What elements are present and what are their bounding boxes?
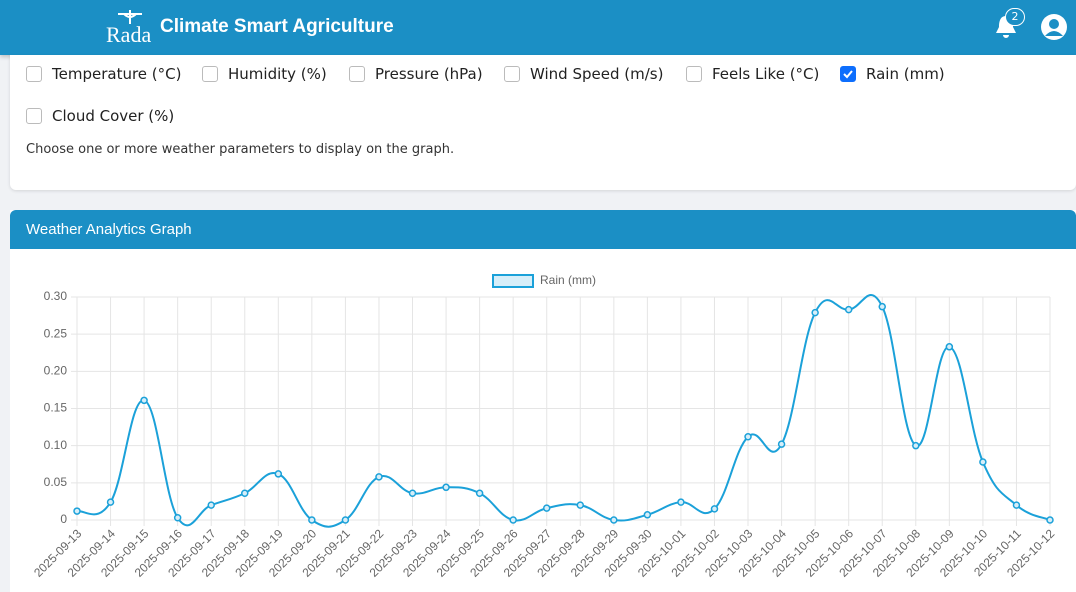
filter-card: Choose one or more weather parameters to… <box>10 55 1076 190</box>
y-tick-label: 0.15 <box>44 401 68 415</box>
data-point <box>375 473 383 481</box>
y-tick-label: 0.25 <box>44 326 68 340</box>
y-tick-label: 0.30 <box>44 289 68 303</box>
checkbox-label: Humidity (%) <box>228 65 327 83</box>
checkbox-option[interactable]: Humidity (%) <box>202 65 327 83</box>
checkbox-option[interactable]: Feels Like (°C) <box>686 65 819 83</box>
panel-title: Weather Analytics Graph <box>10 210 1076 249</box>
data-point <box>576 501 585 509</box>
chart: 00.050.100.150.200.250.302025-09-132025-… <box>31 273 1058 580</box>
checkbox[interactable] <box>504 66 520 82</box>
data-point <box>979 458 987 466</box>
legend-label: Rain (mm) <box>540 273 596 287</box>
checkbox[interactable] <box>686 66 702 82</box>
checkbox-option[interactable]: Cloud Cover (%) <box>26 107 174 125</box>
data-point <box>912 441 920 450</box>
notification-badge: 2 <box>1005 8 1025 26</box>
data-point <box>777 440 786 448</box>
data-point <box>308 516 316 524</box>
checkbox-label: Wind Speed (m/s) <box>530 65 664 83</box>
checkbox-label: Cloud Cover (%) <box>52 107 175 125</box>
data-point <box>1012 501 1021 509</box>
user-icon[interactable] <box>1040 13 1068 41</box>
app-title: Climate Smart Agriculture <box>160 16 394 37</box>
data-point <box>442 483 450 492</box>
data-point <box>173 514 182 522</box>
data-point <box>509 516 517 524</box>
data-point <box>475 489 484 497</box>
graph-panel: Weather Analytics Graph <box>10 210 1076 592</box>
data-point <box>610 516 618 524</box>
header: Rada Climate Smart Agriculture 2 <box>0 0 1076 55</box>
data-point <box>945 343 954 351</box>
checkbox[interactable] <box>840 66 856 82</box>
checkbox[interactable] <box>26 108 42 124</box>
checkbox-label: Rain (mm) <box>866 65 945 83</box>
checkbox-label: Feels Like (°C) <box>712 65 820 83</box>
data-point <box>207 501 215 509</box>
legend-swatch <box>492 274 534 288</box>
hint-text: Choose one or more weather parameters to… <box>26 142 455 157</box>
check-mark <box>843 70 853 79</box>
data-point <box>677 498 685 506</box>
data-point <box>408 489 417 497</box>
data-point <box>106 498 115 506</box>
data-point <box>811 308 819 317</box>
y-tick-label: 0.10 <box>44 438 68 452</box>
checkbox-option[interactable]: Temperature (°C) <box>26 65 181 83</box>
checkbox-label: Temperature (°C) <box>52 65 182 83</box>
checkbox-label: Pressure (hPa) <box>375 65 483 83</box>
data-point <box>542 504 551 512</box>
y-tick-label: 0 <box>60 512 67 526</box>
data-point <box>744 432 752 441</box>
data-point <box>710 505 719 513</box>
data-point <box>878 302 886 311</box>
checkbox[interactable] <box>202 66 218 82</box>
data-point <box>274 470 283 478</box>
data-point <box>73 507 81 515</box>
checkbox[interactable] <box>349 66 365 82</box>
y-tick-label: 0.20 <box>44 364 68 378</box>
data-point <box>643 511 652 519</box>
rain-line <box>76 294 1051 528</box>
checkbox-option[interactable]: Pressure (hPa) <box>349 65 483 83</box>
data-point <box>140 396 148 405</box>
logo-icon <box>118 10 142 24</box>
checkbox-option[interactable]: Rain (mm) <box>840 65 945 83</box>
checkbox-option[interactable]: Wind Speed (m/s) <box>504 65 663 83</box>
logo[interactable]: Rada <box>106 22 152 47</box>
data-point <box>844 305 853 314</box>
data-point <box>241 489 249 497</box>
checkbox[interactable] <box>26 66 42 82</box>
y-tick-label: 0.05 <box>44 475 68 489</box>
data-point <box>1046 516 1054 524</box>
data-point <box>341 516 350 524</box>
